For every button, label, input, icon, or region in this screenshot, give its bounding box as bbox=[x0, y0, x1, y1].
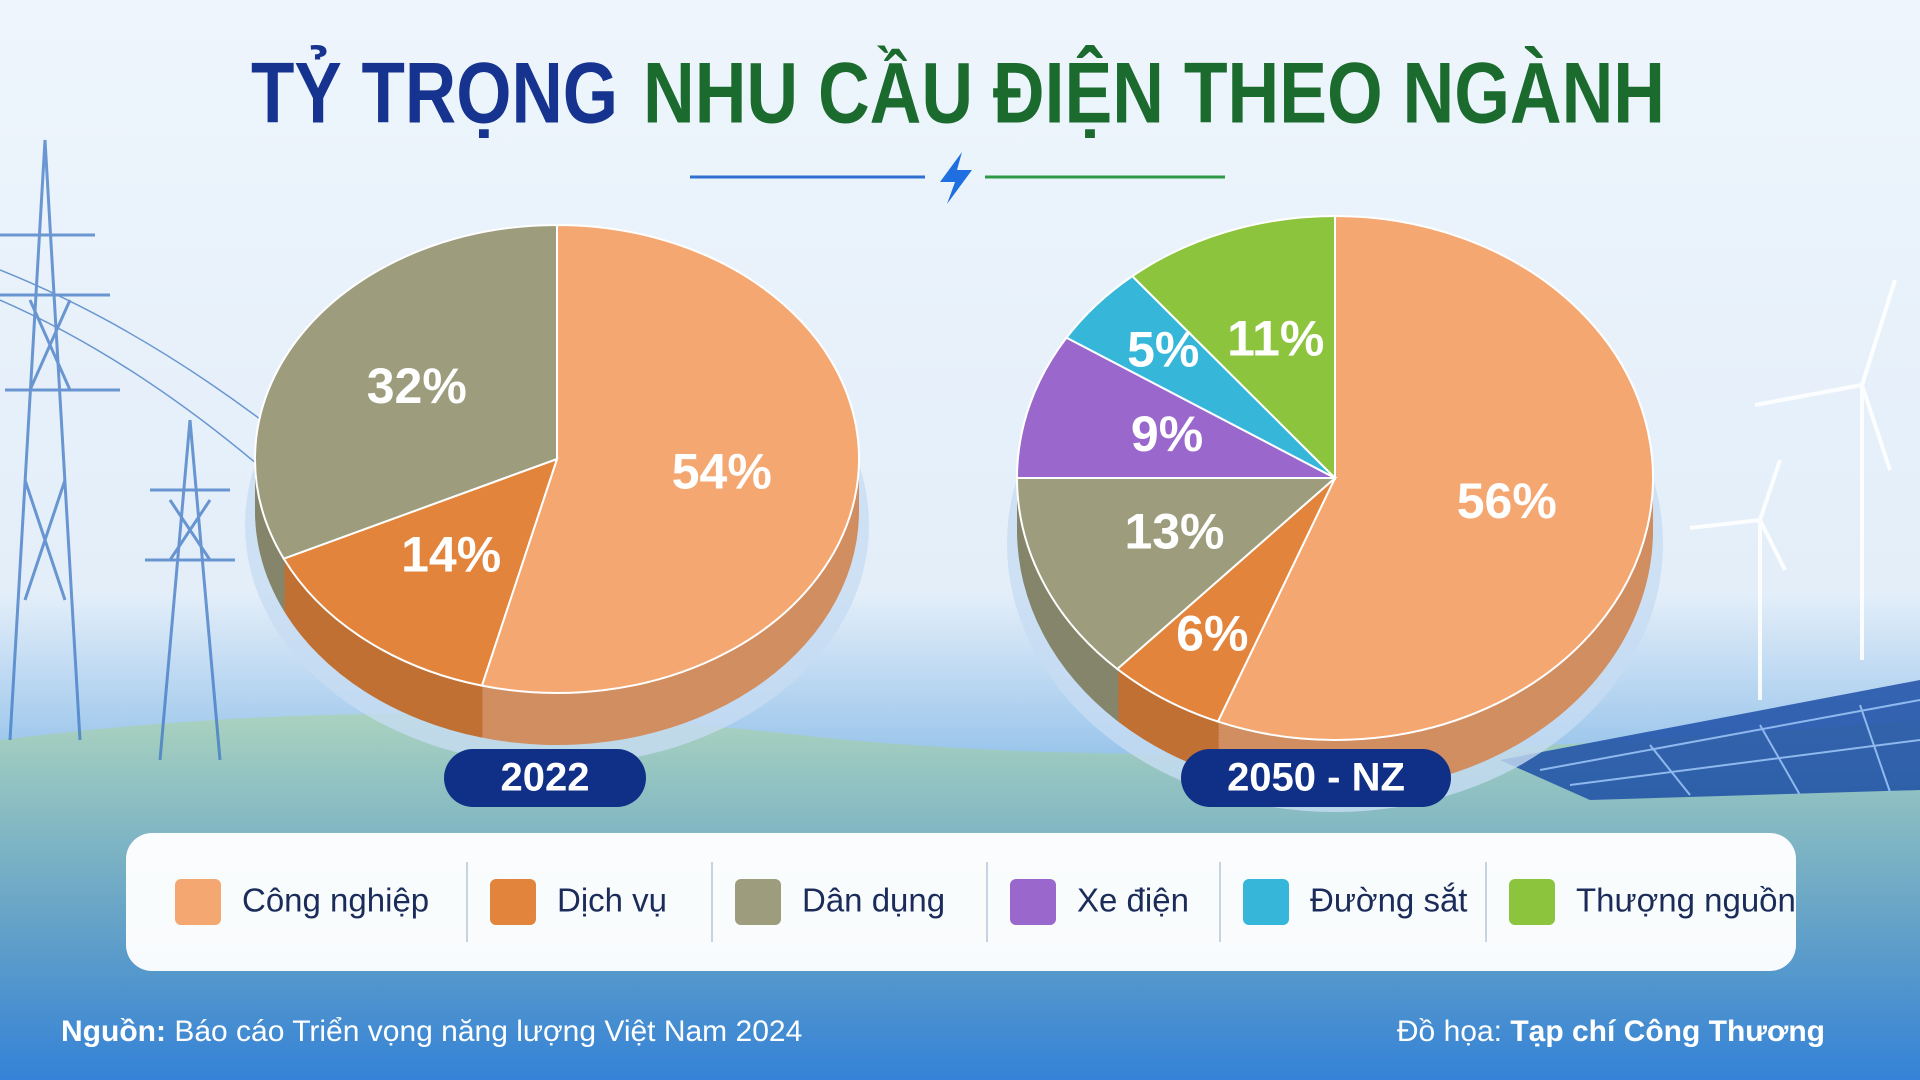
legend-swatch bbox=[490, 879, 536, 925]
year-badge bbox=[1181, 749, 1451, 807]
pie-slice bbox=[282, 457, 559, 687]
slice-label: 5% bbox=[1127, 321, 1199, 377]
credit: Đồ họa: Tạp chí Công Thương bbox=[1397, 1015, 1825, 1048]
wind-turbines bbox=[1689, 279, 1897, 700]
legend-label: Thượng nguồn bbox=[1576, 882, 1796, 919]
slice-label: 32% bbox=[367, 358, 467, 414]
title-part: NHU CẦU ĐIỆN THEO NGÀNH bbox=[643, 46, 1665, 142]
year-badge bbox=[444, 749, 646, 807]
pie-slice bbox=[1130, 214, 1336, 481]
slice-label: 13% bbox=[1124, 503, 1224, 559]
solar-panels bbox=[1500, 680, 1920, 800]
pie-slice bbox=[1015, 477, 1338, 671]
lightning-icon bbox=[940, 152, 972, 204]
legend-label: Công nghiệp bbox=[242, 882, 429, 919]
slice-label: 54% bbox=[672, 443, 772, 499]
credit-label: Đồ họa: bbox=[1397, 1015, 1502, 1048]
charts: 54% 14% 32% 2022 56% 6% 13% 9% 5% 11% 2050 - NZ bbox=[245, 214, 1663, 812]
pie-slice bbox=[1015, 336, 1336, 479]
pie-slice bbox=[1115, 477, 1336, 723]
legend-swatch bbox=[735, 879, 781, 925]
pie-chart: 56% 6% 13% 9% 5% 11% 2050 - NZ bbox=[1007, 214, 1663, 812]
legend-swatch bbox=[175, 879, 221, 925]
power-pylons bbox=[0, 139, 321, 761]
pie-slice bbox=[480, 223, 860, 694]
year-label: 2022 bbox=[501, 756, 590, 800]
year-label: 2050 - NZ bbox=[1227, 756, 1405, 800]
slice-label: 6% bbox=[1176, 605, 1248, 661]
source-text: Báo cáo Triển vọng năng lượng Việt Nam 2… bbox=[174, 1015, 802, 1048]
legend-swatch bbox=[1509, 879, 1555, 925]
source-label: Nguồn: bbox=[61, 1015, 166, 1048]
legend-box bbox=[126, 833, 1796, 971]
legend-swatch bbox=[1243, 879, 1289, 925]
legend-swatch bbox=[1010, 879, 1056, 925]
legend-label: Dịch vụ bbox=[557, 882, 667, 919]
source: Nguồn: Báo cáo Triển vọng năng lượng Việ… bbox=[61, 1015, 802, 1048]
pie-chart: 54% 14% 32% 2022 bbox=[245, 223, 869, 807]
pie-slice bbox=[254, 223, 558, 560]
title-part: TỶ TRỌNG bbox=[251, 46, 618, 142]
legend-label: Xe điện bbox=[1077, 882, 1189, 919]
legend-label: Dân dụng bbox=[802, 882, 945, 919]
slice-label: 11% bbox=[1227, 311, 1324, 367]
legend: Công nghiệp Dịch vụ Dân dụng Xe điện Đường s… bbox=[175, 862, 1796, 942]
slice-label: 56% bbox=[1457, 473, 1557, 529]
slice-label: 14% bbox=[401, 526, 501, 582]
pie-slice bbox=[1216, 214, 1655, 741]
slice-label: 9% bbox=[1131, 406, 1203, 462]
legend-label: Đường sắt bbox=[1310, 882, 1467, 919]
credit-text: Tạp chí Công Thương bbox=[1510, 1015, 1825, 1048]
